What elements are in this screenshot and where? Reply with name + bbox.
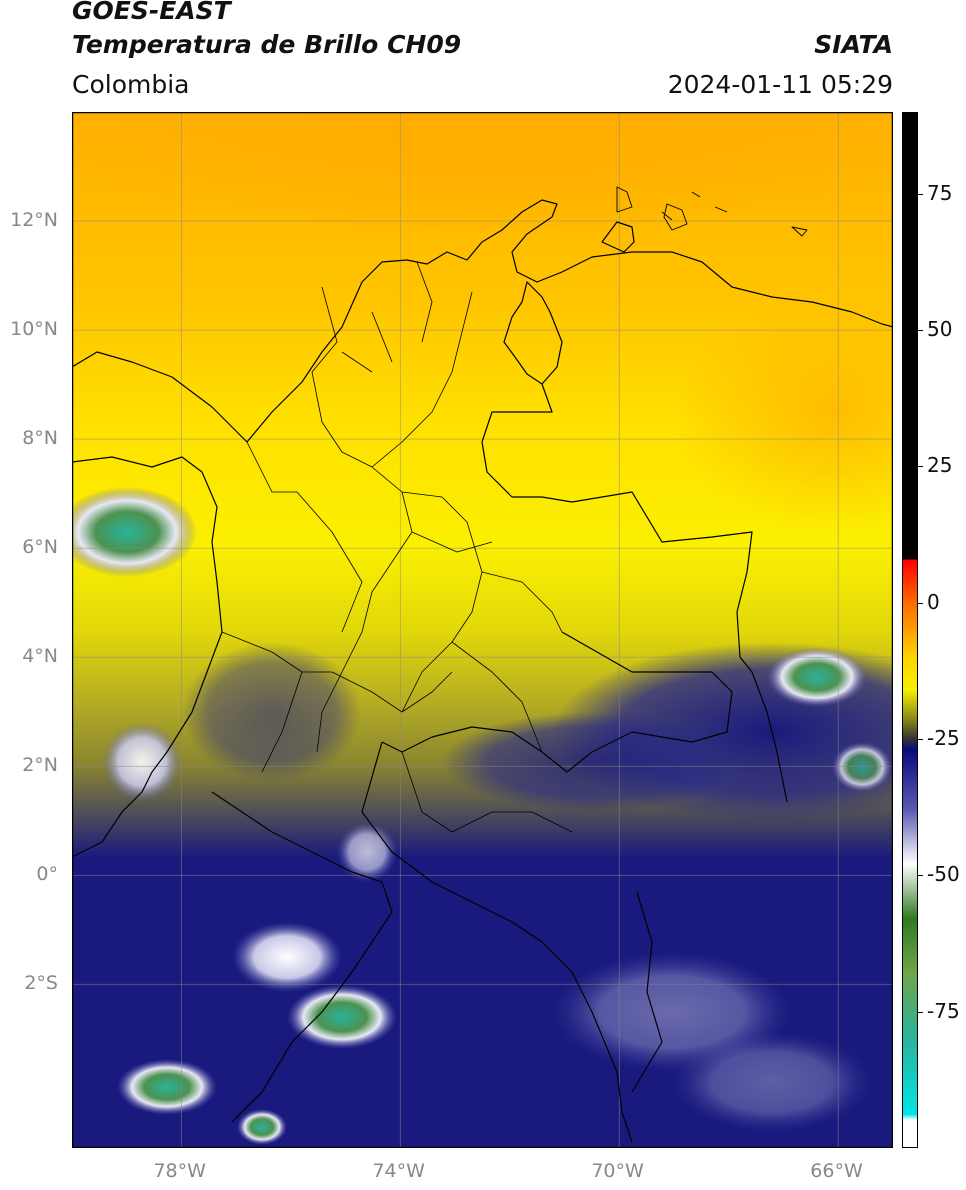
colombia-brazil-border <box>381 671 733 773</box>
colorbar <box>902 112 918 1148</box>
colorbar-tick-mark <box>918 466 923 468</box>
colorbar-tick-mark <box>918 875 923 877</box>
lat-tick-label: 10°N <box>10 318 58 341</box>
cloud-top-sw2 <box>117 1059 217 1115</box>
colorbar-tick-label: 25 <box>927 453 953 478</box>
colorbar-tick-mark <box>918 739 923 741</box>
lat-tick-label: 2°N <box>22 754 58 777</box>
cloud-top-coast <box>102 722 182 802</box>
warm-region-north <box>72 112 893 242</box>
venezuela-brazil-border <box>561 631 672 673</box>
ecuador-border <box>211 791 393 1123</box>
lon-tick-label: 70°W <box>591 1160 644 1182</box>
region-label: Colombia <box>72 70 190 99</box>
cloud-top-central <box>337 822 397 882</box>
cold-cloud-band-central <box>442 712 742 812</box>
satellite-map <box>72 112 893 1148</box>
colombia-peru-border <box>361 741 623 1113</box>
colorbar-tick-label: 75 <box>927 180 953 205</box>
cloud-top-east <box>767 647 867 707</box>
lon-tick-label: 66°W <box>810 1160 863 1182</box>
lon-tick-label: 74°W <box>372 1160 425 1182</box>
warm-region <box>672 292 893 532</box>
caribbean-islands <box>616 186 808 237</box>
paraguana-peninsula <box>601 221 635 253</box>
cloud-top-amazon <box>672 1032 872 1132</box>
lat-tick-label: 4°N <box>22 645 58 668</box>
lat-tick-label: 0° <box>36 863 58 886</box>
cloud-top-southwest <box>232 922 342 992</box>
datetime-label: 2024-01-11 05:29 <box>667 70 893 99</box>
lat-tick-label: 12°N <box>10 209 58 232</box>
department-boundaries <box>221 261 573 833</box>
colorbar-tick-label: 0 <box>927 589 940 614</box>
title-satellite: GOES-EAST <box>72 0 231 25</box>
cold-cloud-band-west <box>182 642 362 782</box>
cloud-top-south <box>287 985 397 1049</box>
colorbar-tick-label: -50 <box>927 862 960 887</box>
caribbean-coastline <box>72 199 893 443</box>
borders <box>72 186 893 1143</box>
brand-label: SIATA <box>814 30 893 59</box>
colorbar-tick-mark <box>918 602 923 604</box>
peru-brazil-border <box>621 891 663 1143</box>
colombia-venezuela-border <box>481 383 788 803</box>
colorbar-tick-label: -25 <box>927 726 960 751</box>
lat-tick-label: 8°N <box>22 427 58 450</box>
colorbar-tick-mark <box>918 330 923 332</box>
title-product: Temperatura de Brillo CH09 <box>72 30 462 59</box>
colorbar-tick-label: -75 <box>927 998 960 1023</box>
lat-tick-label: 2°S <box>24 972 58 995</box>
colorbar-tick-label: 50 <box>927 317 953 342</box>
cloud-top-pacific <box>72 487 197 577</box>
colorbar-tick-mark <box>918 193 923 195</box>
cloud-top-east2 <box>832 742 892 792</box>
lat-tick-label: 6°N <box>22 536 58 559</box>
lon-tick-label: 78°W <box>153 1160 206 1182</box>
colorbar-tick-mark <box>918 1011 923 1013</box>
cloud-top-sw3 <box>237 1109 287 1145</box>
map-frame <box>72 112 893 1148</box>
lake-maracaibo <box>503 281 563 385</box>
